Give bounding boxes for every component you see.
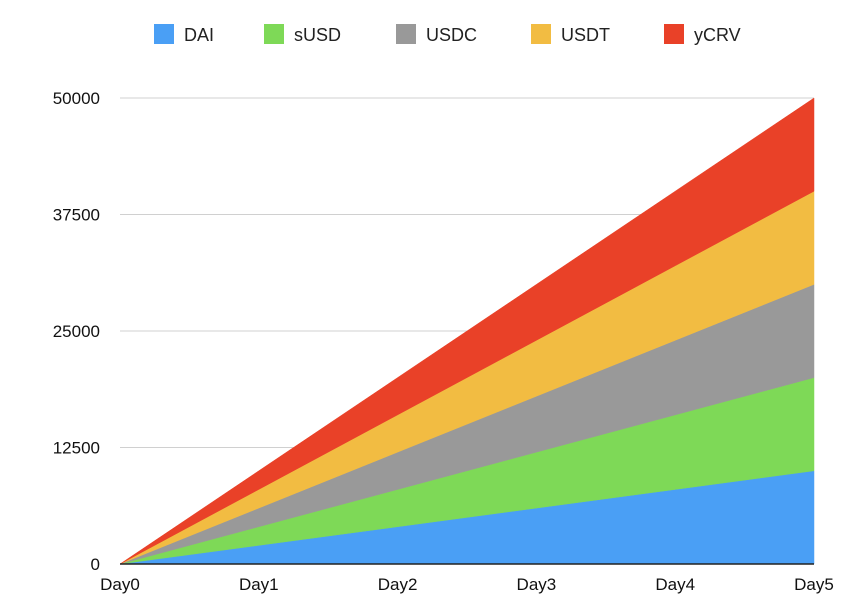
- legend-item-dai: DAI: [154, 24, 214, 45]
- legend-swatch-usdc: [396, 24, 416, 44]
- legend-swatch-susd: [264, 24, 284, 44]
- legend-item-usdc: USDC: [396, 24, 477, 45]
- legend-swatch-ycrv: [664, 24, 684, 44]
- area-ycrv: [119, 97, 815, 565]
- y-tick-25000: 25000: [53, 322, 100, 341]
- legend-item-susd: sUSD: [264, 24, 341, 45]
- legend-label-ycrv: yCRV: [694, 25, 741, 45]
- legend-label-usdt: USDT: [561, 25, 610, 45]
- x-tick-labels: Day0 Day1 Day2 Day3 Day4 Day5: [100, 575, 834, 594]
- legend-label-usdc: USDC: [426, 25, 477, 45]
- legend-swatch-dai: [154, 24, 174, 44]
- x-tick-day0: Day0: [100, 575, 140, 594]
- area-series: [119, 97, 815, 565]
- legend: DAI sUSD USDC USDT yCRV: [154, 24, 741, 45]
- y-tick-labels: 0 12500 25000 37500 50000: [53, 89, 100, 574]
- legend-item-usdt: USDT: [531, 24, 610, 45]
- y-tick-0: 0: [91, 555, 100, 574]
- x-tick-day2: Day2: [378, 575, 418, 594]
- legend-label-susd: sUSD: [294, 25, 341, 45]
- x-tick-day4: Day4: [655, 575, 695, 594]
- legend-item-ycrv: yCRV: [664, 24, 741, 45]
- legend-swatch-usdt: [531, 24, 551, 44]
- y-tick-50000: 50000: [53, 89, 100, 108]
- y-tick-12500: 12500: [53, 439, 100, 458]
- x-tick-day3: Day3: [517, 575, 557, 594]
- x-tick-day1: Day1: [239, 575, 279, 594]
- legend-label-dai: DAI: [184, 25, 214, 45]
- y-tick-37500: 37500: [53, 206, 100, 225]
- x-tick-day5: Day5: [794, 575, 834, 594]
